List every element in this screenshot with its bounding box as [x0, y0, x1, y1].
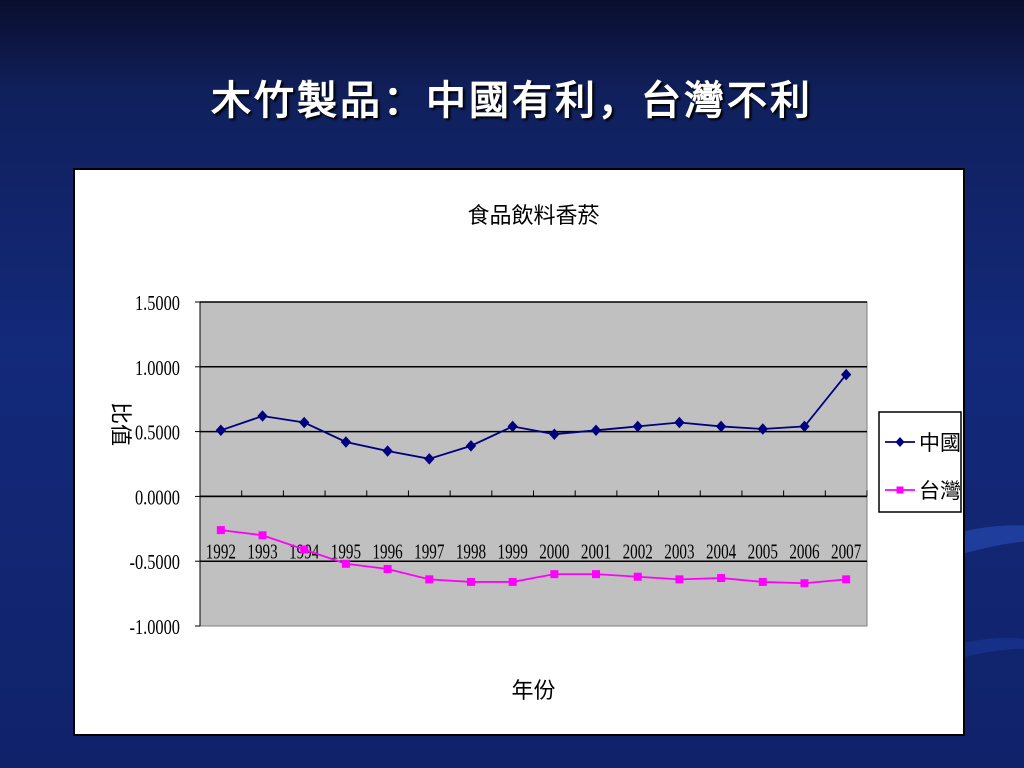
y-tick-label: -1.0000 — [129, 616, 180, 639]
data-point-square — [258, 531, 267, 540]
plot-area — [199, 301, 868, 627]
data-point-diamond — [507, 420, 518, 433]
data-point-diamond — [757, 423, 768, 435]
legend-marker-square — [896, 486, 904, 494]
data-point-square — [508, 577, 517, 586]
data-point-diamond — [424, 453, 435, 465]
x-tick-label: 1993 — [247, 540, 277, 563]
series-line-0 — [220, 374, 847, 460]
x-tick-label: 1992 — [206, 540, 236, 563]
data-point-diamond — [549, 428, 560, 440]
slide-title: 木竹製品：中國有利，台灣不利 — [211, 77, 813, 124]
data-point-diamond — [674, 416, 685, 429]
x-tick-label: 1998 — [456, 540, 486, 563]
data-point-diamond — [632, 420, 643, 433]
data-point-diamond — [299, 416, 310, 429]
data-point-diamond — [715, 420, 727, 433]
x-tick-label: 1995 — [331, 540, 361, 563]
data-point-square — [300, 545, 309, 554]
legend-label-0: 中國 — [919, 431, 961, 455]
data-point-diamond — [382, 445, 393, 457]
data-point-diamond — [215, 424, 227, 437]
line-chart: 1.5000 1.0000 0.5000 0.0000 -0.5000 -1.0000 19… — [108, 203, 962, 703]
x-tick-label: 1999 — [498, 540, 528, 563]
data-point-diamond — [465, 440, 477, 452]
x-tick-label: 2003 — [664, 540, 694, 563]
legend-label-1: 台灣 — [919, 479, 961, 503]
data-point-diamond — [799, 420, 810, 433]
x-tick-label: 1997 — [414, 540, 444, 563]
data-point-square — [466, 577, 475, 586]
legend-box — [878, 411, 962, 513]
y-tick-label: 1.5000 — [135, 292, 180, 315]
y-axis-label: 比值 — [108, 402, 133, 446]
data-point-diamond — [590, 424, 602, 437]
data-point-square — [842, 575, 851, 584]
legend-marker-diamond — [895, 437, 905, 447]
data-point-square — [592, 570, 601, 579]
data-point-square — [717, 574, 726, 583]
data-point-square — [550, 570, 559, 579]
y-tick-label: 1.0000 — [135, 357, 180, 380]
y-tick-label: -0.5000 — [129, 551, 180, 574]
chart-frame: 1.5000 1.0000 0.5000 0.0000 -0.5000 -1.0000 19… — [73, 168, 965, 736]
y-tick-label: 0.0000 — [135, 487, 180, 510]
data-point-square — [425, 575, 434, 584]
chart-title: 食品飲料香菸 — [467, 203, 599, 228]
data-point-square — [758, 577, 767, 586]
x-tick-label: 2000 — [539, 540, 569, 563]
data-point-square — [216, 526, 225, 535]
x-axis-label: 年份 — [511, 678, 555, 703]
x-tick-label: 2002 — [623, 540, 653, 563]
series-line-1 — [220, 529, 847, 585]
data-point-square — [383, 564, 392, 573]
data-point-square — [341, 559, 350, 568]
x-tick-label: 2001 — [581, 540, 611, 563]
data-point-diamond — [340, 436, 352, 448]
y-tick-label: 0.5000 — [135, 422, 180, 445]
data-point-square — [675, 575, 684, 584]
data-point-diamond — [840, 368, 852, 381]
data-point-square — [633, 572, 642, 581]
data-point-square — [800, 579, 809, 588]
x-tick-label: 2004 — [706, 540, 736, 563]
x-tick-label: 2005 — [748, 540, 778, 563]
x-tick-label: 1996 — [372, 540, 402, 563]
x-tick-label: 2006 — [789, 540, 819, 563]
x-tick-label: 2007 — [831, 540, 861, 563]
data-point-diamond — [257, 410, 268, 422]
